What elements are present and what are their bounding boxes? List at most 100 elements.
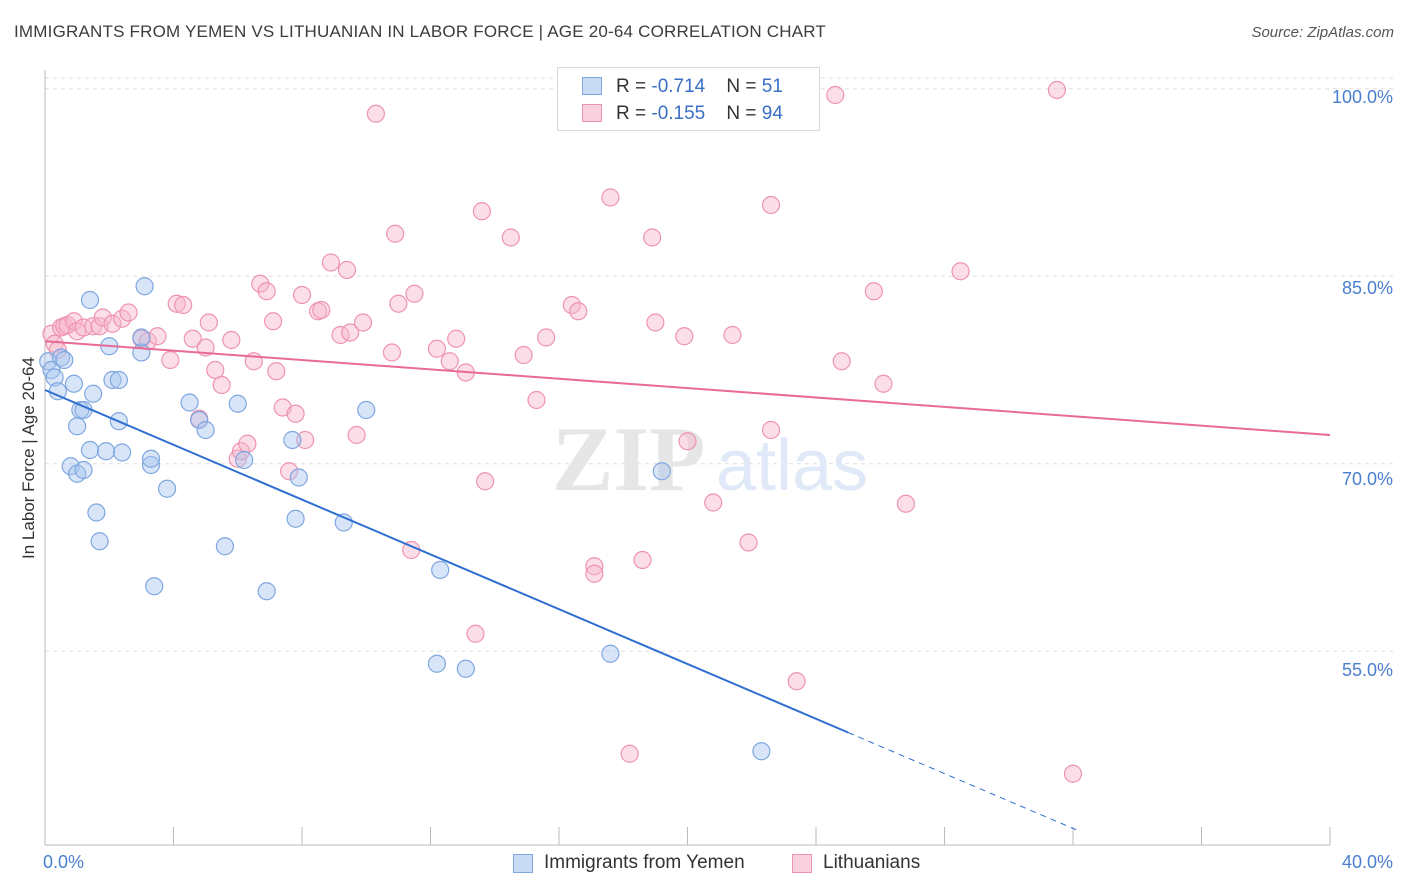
trend-lines [44,340,1331,831]
lithuanian-point [321,253,341,272]
legend-n-value-lithuanians: 94 [761,103,783,124]
yemen-point [190,410,209,430]
yemen-point [180,393,199,412]
stats-legend: R = -0.714 N = 51 R = -0.155 N = 94 [557,67,820,131]
lithuanian-point [723,325,742,345]
yemen-point [141,455,161,475]
lithuanian-point [537,328,556,347]
yemen-point [64,374,84,393]
trend-line-yemen-extension [847,732,1077,831]
x-tick-label-min: 0.0% [43,852,85,872]
lithuanian-point [286,404,305,423]
y-tick-label-85: 85.0% [1341,278,1393,298]
lithuanian-point [678,432,697,451]
lithuanian-point [633,550,652,570]
yemen-point [752,742,771,761]
yemen-point [215,537,234,556]
yemen-point [427,654,447,673]
y-tick-label-55: 55.0% [1341,660,1393,680]
legend-n-label: N = [726,76,762,97]
lithuanian-point [183,329,202,348]
watermark: ZIP atlas [552,408,868,510]
series-immigrants-from-yemen [39,277,771,761]
yemen-point [283,430,302,450]
lithuanian-point [826,85,845,105]
yemen-point [87,503,106,522]
lithuanian-point [212,375,231,395]
legend-swatch-yemen [582,77,602,95]
legend-r-label: R = [616,103,652,124]
lithuanian-point [704,493,723,512]
yemen-point [112,443,132,462]
yemen-point [103,370,122,390]
yemen-point [55,350,74,370]
yemen-point [652,462,671,481]
lithuanian-point [761,420,781,440]
legend-n-label: N = [726,103,762,124]
bottom-legend-swatch-lithuanians [792,854,812,873]
lithuanian-point [585,557,604,576]
lithuanian-point [896,494,916,513]
lithuanian-point [832,352,851,371]
yemen-point [289,468,308,487]
lithuanian-point [263,312,283,331]
lithuanian-point [337,260,357,280]
lithuanian-point [206,360,225,380]
lithuanian-point [405,284,424,303]
lithuanian-point [386,224,405,243]
yemen-point [45,368,64,387]
lithuanian-point [238,434,257,453]
lithuanian-point [675,327,694,346]
yemen-point [286,509,305,528]
yemen-point [228,394,247,413]
lithuanian-point [366,104,385,123]
lithuanian-point [476,472,495,491]
axes [44,70,1331,846]
lithuanian-point [620,744,639,763]
bottom-legend-label-yemen: Immigrants from Yemen [544,852,745,873]
yemen-point [157,479,177,498]
lithuanian-point [222,330,241,350]
yemen-point [456,659,475,678]
yemen-point [96,442,116,461]
lithuanian-point [148,327,167,346]
trend-line-yemen [44,389,849,734]
yemen-point [80,290,100,310]
yemen-point [196,420,215,440]
lithuanian-point [353,313,373,332]
lithuanian-point [864,282,883,301]
yemen-point [141,449,161,468]
lithuanian-point [292,285,312,305]
lithuanian-point [569,302,588,321]
yemen-point [90,532,109,551]
lithuanian-point [74,318,93,337]
lithuanian-point [280,462,299,481]
y-tick-label-70: 70.0% [1341,469,1393,489]
lithuanian-point [739,533,758,552]
legend-r-label: R = [616,76,652,97]
yemen-point [257,582,276,601]
yemen-point [601,644,620,663]
yemen-point [74,460,93,480]
lithuanian-point [93,308,112,327]
lithuanian-point [119,303,138,322]
watermark-atlas: atlas [716,426,868,506]
lithuanian-point [761,195,781,215]
lithuanian-point [447,329,466,348]
y-axis-title: In Labor Force | Age 20-64 [19,357,38,559]
lithuanian-point [472,202,491,221]
x-tick-label-max: 40.0% [1341,852,1393,872]
lithuanian-point [341,323,360,342]
lithuanian-point [389,294,408,313]
legend-r-value-lithuanians: -0.155 [651,103,706,124]
lithuanian-point [382,343,402,362]
lithuanian-point [501,228,520,247]
lithuanian-point [951,262,970,281]
lithuanian-point [251,274,270,293]
trend-line-lithuanians [44,340,1331,436]
lithuanian-point [440,352,459,371]
bottom-legend-label-lithuanians: Lithuanians [823,852,921,873]
y-tick-label-100: 100.0% [1331,87,1393,107]
lithuanian-point [527,390,546,410]
